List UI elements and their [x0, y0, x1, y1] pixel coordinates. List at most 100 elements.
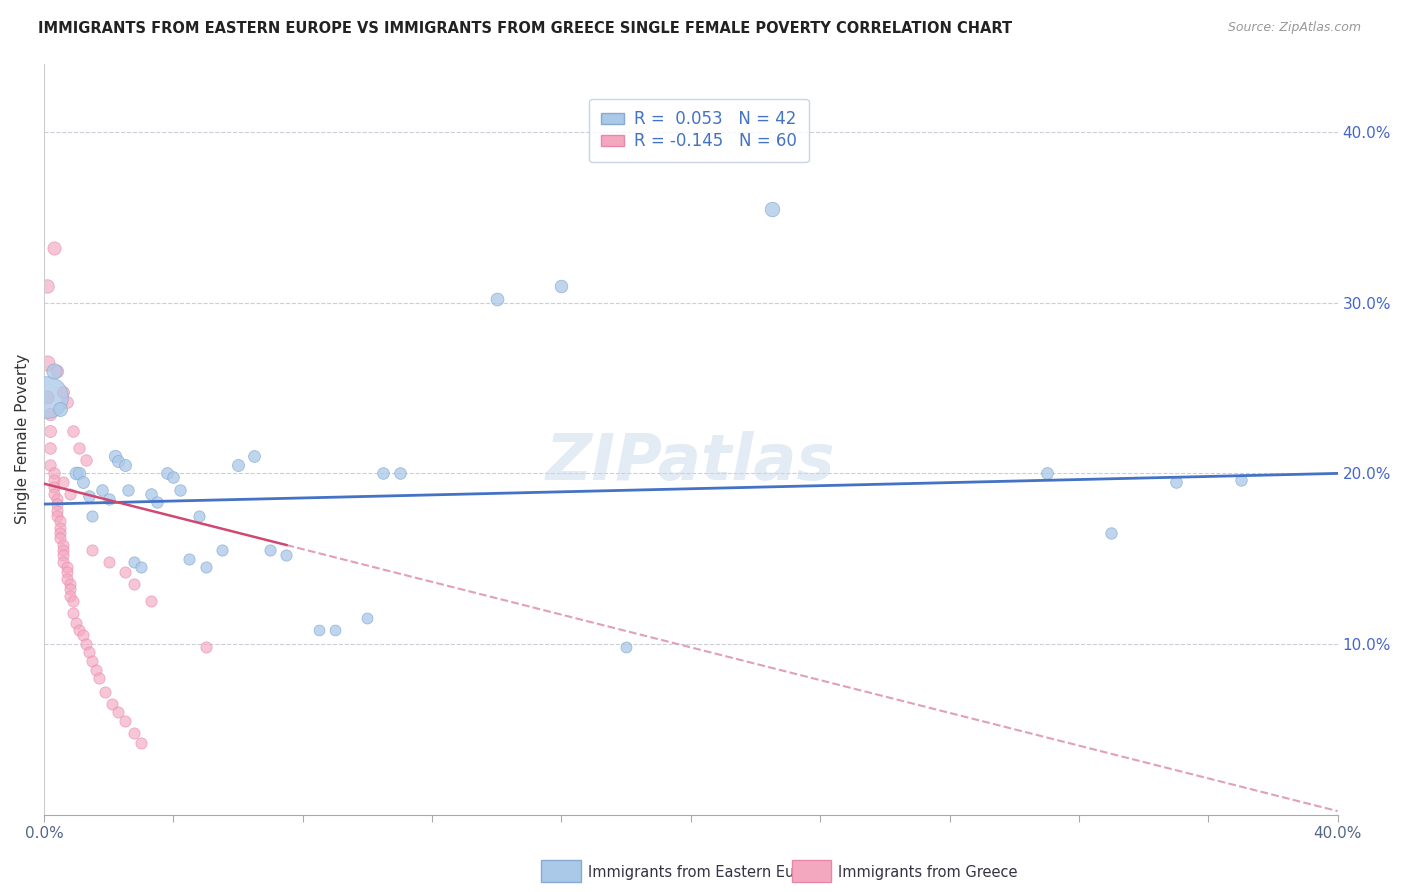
Point: [59, 577, 82, 591]
Point: [614, 640, 637, 655]
Point: [49, 521, 72, 535]
Point: [156, 467, 179, 481]
Point: [62, 594, 84, 608]
Point: [107, 705, 129, 719]
Point: [45, 504, 67, 518]
Point: [55, 572, 77, 586]
Point: [761, 202, 783, 216]
Point: [49, 526, 72, 541]
Point: [72, 628, 94, 642]
Point: [550, 278, 572, 293]
Point: [42, 241, 65, 255]
Point: [91, 483, 114, 498]
Point: [39, 441, 62, 455]
Point: [259, 543, 281, 558]
Point: [55, 394, 77, 409]
Point: [114, 566, 136, 580]
Point: [52, 548, 75, 562]
Point: [97, 555, 120, 569]
Point: [323, 624, 346, 638]
Point: [65, 616, 87, 631]
Point: [65, 467, 87, 481]
Point: [55, 566, 77, 580]
Point: [45, 491, 67, 506]
Point: [75, 452, 97, 467]
Text: Immigrants from Eastern Europe: Immigrants from Eastern Europe: [588, 865, 827, 880]
Point: [188, 509, 211, 524]
Legend: R =  0.053   N = 42, R = -0.145   N = 60: R = 0.053 N = 42, R = -0.145 N = 60: [589, 99, 808, 162]
Point: [87, 671, 110, 685]
Point: [139, 487, 162, 501]
Point: [37, 355, 59, 369]
Point: [69, 441, 91, 455]
Point: [42, 473, 65, 487]
Text: IMMIGRANTS FROM EASTERN EUROPE VS IMMIGRANTS FROM GREECE SINGLE FEMALE POVERTY C: IMMIGRANTS FROM EASTERN EUROPE VS IMMIGR…: [38, 21, 1012, 36]
Point: [356, 611, 378, 625]
Y-axis label: Single Female Poverty: Single Female Poverty: [15, 354, 30, 524]
Point: [485, 293, 508, 307]
Point: [49, 514, 72, 528]
Point: [45, 364, 67, 378]
Point: [162, 470, 184, 484]
Point: [49, 401, 72, 416]
Point: [45, 509, 67, 524]
Text: Immigrants from Greece: Immigrants from Greece: [838, 865, 1018, 880]
Point: [77, 489, 100, 503]
Text: ZIPatlas: ZIPatlas: [546, 431, 835, 492]
Point: [179, 551, 201, 566]
Point: [1035, 467, 1057, 481]
Point: [42, 467, 65, 481]
Point: [52, 543, 75, 558]
Point: [117, 483, 139, 498]
Point: [42, 364, 65, 378]
Point: [62, 424, 84, 438]
Point: [129, 736, 152, 750]
Point: [84, 663, 107, 677]
Point: [37, 390, 59, 404]
Point: [243, 450, 266, 464]
Point: [373, 467, 395, 481]
Point: [94, 684, 117, 698]
Point: [39, 407, 62, 421]
Point: [49, 531, 72, 545]
Point: [52, 384, 75, 399]
Text: Source: ZipAtlas.com: Source: ZipAtlas.com: [1227, 21, 1361, 34]
Point: [308, 624, 330, 638]
Point: [59, 589, 82, 603]
Point: [72, 475, 94, 489]
Point: [107, 454, 129, 468]
Point: [104, 450, 127, 464]
Point: [82, 509, 104, 524]
Point: [194, 640, 217, 655]
Point: [388, 467, 411, 481]
Point: [1099, 526, 1122, 541]
Point: [129, 560, 152, 574]
Point: [82, 543, 104, 558]
Point: [124, 577, 146, 591]
Point: [114, 714, 136, 728]
Point: [55, 560, 77, 574]
Point: [114, 458, 136, 472]
Point: [39, 458, 62, 472]
Point: [52, 538, 75, 552]
Point: [211, 543, 233, 558]
Point: [226, 458, 249, 472]
Point: [42, 487, 65, 501]
Point: [139, 594, 162, 608]
Point: [69, 624, 91, 638]
Point: [97, 491, 120, 506]
Point: [62, 607, 84, 621]
Point: [77, 645, 100, 659]
Point: [69, 467, 91, 481]
Point: [124, 725, 146, 739]
Point: [42, 480, 65, 494]
Point: [39, 424, 62, 438]
Point: [52, 555, 75, 569]
Point: [194, 560, 217, 574]
Point: [82, 654, 104, 668]
Point: [37, 390, 59, 404]
Point: [59, 582, 82, 597]
Point: [169, 483, 191, 498]
Point: [1164, 475, 1187, 489]
Point: [146, 495, 169, 509]
